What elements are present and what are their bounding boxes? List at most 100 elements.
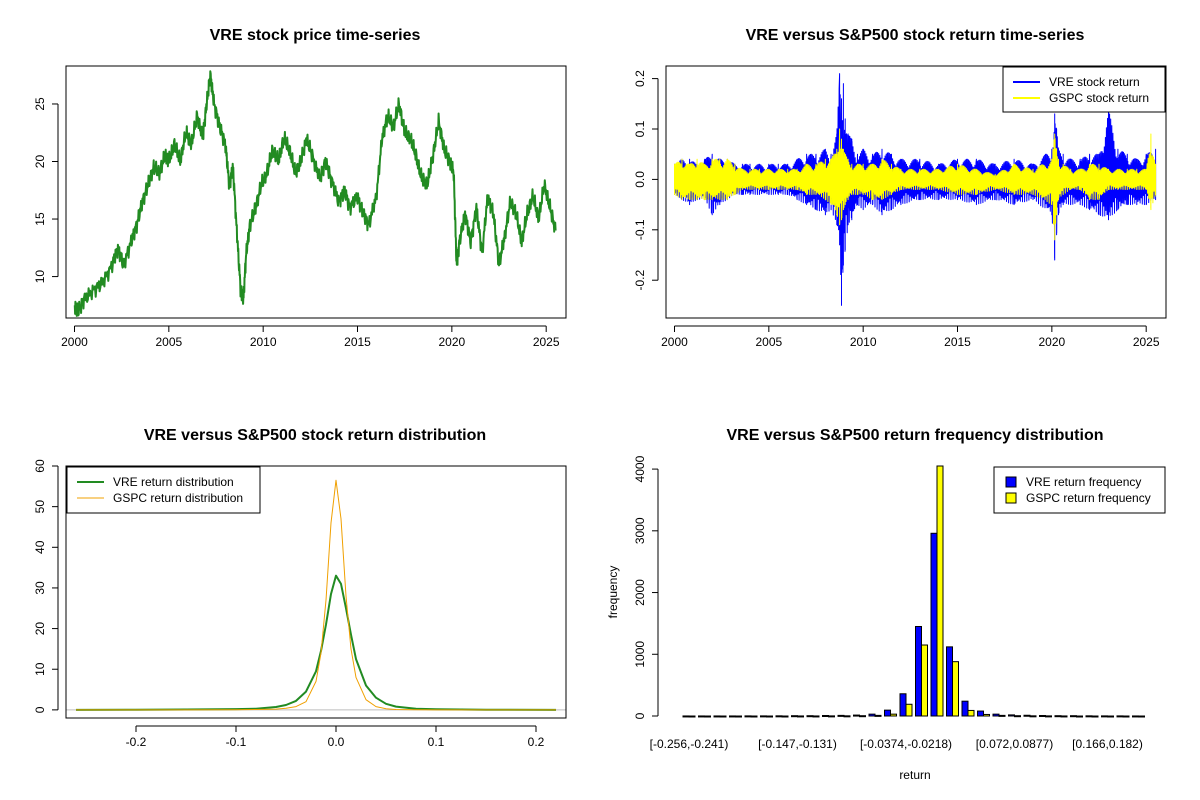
returns-x-tick-label: 2000 xyxy=(661,335,688,349)
gspc-frequency-bar xyxy=(781,715,789,718)
vre-frequency-bar xyxy=(915,625,922,717)
density-y-tick-label: 60 xyxy=(33,459,47,473)
gspc-frequency-bar xyxy=(890,713,897,717)
gspc-frequency-bar xyxy=(921,644,928,717)
returns-legend: VRE stock return GSPC stock return xyxy=(1002,66,1166,113)
returns-y-tick-label: 0.0 xyxy=(633,171,647,188)
returns-x-tick-label: 2025 xyxy=(1133,335,1160,349)
gspc-frequency-bar xyxy=(874,714,882,717)
density-y-tick-label: 20 xyxy=(33,622,47,636)
returns-legend-box xyxy=(1002,66,1166,113)
histogram-x-tick-label: [-0.0374,-0.0218) xyxy=(860,737,952,751)
density-x-tick-label: 0.2 xyxy=(528,735,545,749)
gspc-frequency-bar xyxy=(828,715,835,718)
vre-frequency-bar xyxy=(868,713,876,717)
gspc-frequency-bar xyxy=(905,703,913,717)
gspc-frequency-bar xyxy=(1107,715,1114,718)
returns-x-tick-label: 2015 xyxy=(944,335,971,349)
density-x-tick-label: 0.0 xyxy=(328,735,345,749)
histogram-legend-gspc-swatch xyxy=(1005,492,1017,504)
price-x-tick-label: 2010 xyxy=(250,335,277,349)
gspc-frequency-bar xyxy=(719,715,727,718)
vre-frequency-bar xyxy=(884,709,891,717)
gspc-frequency-bar xyxy=(967,709,975,717)
returns-legend-vre-label: VRE stock return xyxy=(1049,75,1140,89)
vre-frequency-bar xyxy=(1070,715,1077,718)
vre-frequency-bar xyxy=(760,715,767,718)
histogram-y-tick-label: 2000 xyxy=(633,579,647,606)
returns-y-tick-label: -0.2 xyxy=(633,270,647,291)
density-x-tick-label: -0.1 xyxy=(226,735,247,749)
gspc-frequency-bar xyxy=(735,715,742,718)
vre-frequency-bar xyxy=(806,715,814,718)
histogram-y-tick-label: 1000 xyxy=(633,641,647,668)
vre-frequency-bar xyxy=(822,715,829,718)
vre-frequency-bar xyxy=(961,700,969,717)
gspc-frequency-bar xyxy=(797,715,804,718)
returns-plot-frame xyxy=(665,65,1167,319)
density-x-tick-label: -0.2 xyxy=(126,735,147,749)
gspc-frequency-bar xyxy=(1029,715,1037,718)
price-x-tick-label: 2020 xyxy=(438,335,465,349)
vre-frequency-bar xyxy=(698,715,705,718)
returns-legend-gspc-label: GSPC stock return xyxy=(1049,91,1149,105)
vre-frequency-bar xyxy=(853,714,860,717)
gspc-frequency-bar xyxy=(998,714,1006,717)
returns-axes: 2000 2005 2010 2015 2020 2025 -0.2 -0.1 0.0 0.1 0.… xyxy=(633,70,1160,349)
gspc-frequency-bar xyxy=(1091,715,1099,718)
vre-frequency-bar xyxy=(1008,714,1015,717)
density-panel: VRE versus S&P500 stock return distribut… xyxy=(33,427,567,749)
histogram-legend-vre-swatch xyxy=(1005,476,1017,488)
gspc-frequency-bar xyxy=(1076,715,1083,718)
gspc-return-line xyxy=(674,128,1157,241)
histogram-chart-title: VRE versus S&P500 return frequency distr… xyxy=(727,427,1104,444)
histogram-x-axis-label: return xyxy=(899,768,930,782)
price-plot-frame xyxy=(65,65,567,319)
vre-density-line xyxy=(75,574,557,711)
gspc-frequency-bar xyxy=(1045,715,1052,718)
gspc-frequency-bar xyxy=(704,715,711,718)
density-y-tick-label: 40 xyxy=(33,540,47,554)
gspc-frequency-bar xyxy=(983,713,990,717)
returns-series xyxy=(674,73,1157,306)
density-axes: -0.2 -0.1 0.0 0.1 0.2 0 10 20 30 40 50 60 xyxy=(33,459,545,749)
vre-frequency-bar xyxy=(1023,714,1031,717)
histogram-y-tick-label: 4000 xyxy=(633,455,647,482)
gspc-density-line xyxy=(76,479,556,711)
price-x-tick-label: 2000 xyxy=(61,335,88,349)
histogram-axes: 0 1000 2000 3000 4000 [-0.256,-0.241) [-0.147,… xyxy=(633,455,1143,751)
density-y-tick-label: 50 xyxy=(33,500,47,514)
histogram-panel: VRE versus S&P500 return frequency distr… xyxy=(606,427,1166,782)
gspc-frequency-bar xyxy=(1138,715,1145,718)
density-y-tick-label: 10 xyxy=(33,662,47,676)
histogram-legend: VRE return frequency GSPC return frequen… xyxy=(993,466,1166,514)
density-y-tick-label: 0 xyxy=(33,706,47,713)
histogram-x-tick-label: [-0.256,-0.241) xyxy=(650,737,729,751)
density-y-tick-label: 30 xyxy=(33,581,47,595)
density-series xyxy=(66,479,566,711)
price-panel: VRE stock price time-series 2000 2005 2010… xyxy=(33,27,567,349)
vre-frequency-bar xyxy=(1132,715,1139,718)
price-chart-title: VRE stock price time-series xyxy=(210,27,421,44)
vre-frequency-bar xyxy=(744,715,752,718)
vre-frequency-bar xyxy=(775,715,783,718)
gspc-frequency-bar xyxy=(750,715,758,718)
price-x-tick-label: 2025 xyxy=(533,335,560,349)
gspc-frequency-bar xyxy=(766,715,773,718)
vre-frequency-bar xyxy=(1054,715,1062,718)
histogram-y-axis-label: frequency xyxy=(606,566,620,619)
returns-x-tick-label: 2005 xyxy=(755,335,782,349)
vre-frequency-bar xyxy=(899,693,907,717)
vre-frequency-bar xyxy=(682,715,690,718)
returns-chart-title: VRE versus S&P500 stock return time-seri… xyxy=(746,27,1085,44)
gspc-frequency-bar xyxy=(688,715,696,718)
returns-y-tick-label: 0.1 xyxy=(633,120,647,137)
gspc-frequency-bar xyxy=(1122,715,1130,718)
histogram-y-tick-label: 3000 xyxy=(633,517,647,544)
price-y-tick-label: 20 xyxy=(33,155,47,169)
histogram-legend-gspc-label: GSPC return frequency xyxy=(1026,491,1151,505)
vre-frequency-bar xyxy=(729,715,736,718)
density-x-tick-label: 0.1 xyxy=(428,735,445,749)
gspc-frequency-bar xyxy=(812,715,820,718)
